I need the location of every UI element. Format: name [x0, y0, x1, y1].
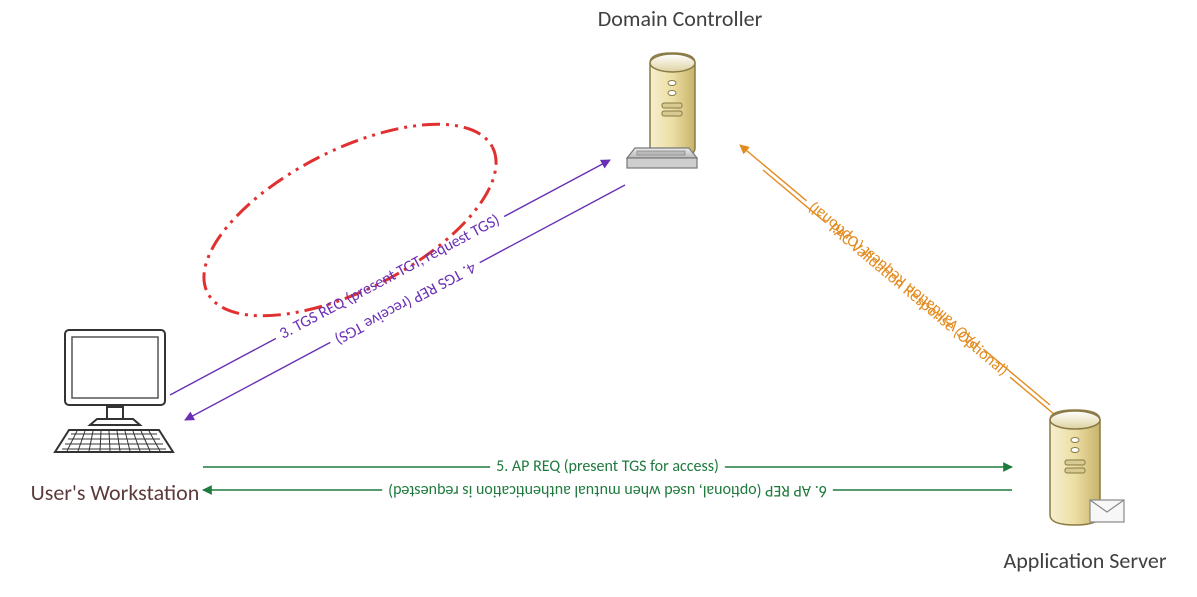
workstation-label: User's Workstation — [31, 479, 200, 506]
domain-controller-icon — [627, 53, 697, 168]
edge-label-pac_rep: PAC Validation Response (Optional) — [825, 219, 1012, 380]
edge-tgs_rep: 4. TGS REP (receive TGS) — [181, 177, 630, 429]
edge-ap_rep: 6. AP REP (optional, used when mutual au… — [203, 481, 1012, 500]
edge-label-ap_req: 5. AP REQ (present TGS for access) — [496, 457, 719, 476]
domain-controller-label: Domain Controller — [598, 5, 763, 32]
workstation-icon — [55, 330, 173, 452]
kerberos-diagram: 3. TGS REQ (present TGT, request TGS)4. … — [0, 0, 1197, 597]
edge-tgs_req: 3. TGS REQ (present TGT, request TGS) — [165, 151, 614, 403]
application-server-icon — [1050, 410, 1124, 525]
edge-label-ap_rep: 6. AP REP (optional, used when mutual au… — [388, 481, 827, 500]
edge-ap_req: 5. AP REQ (present TGS for access) — [203, 457, 1012, 476]
kerberoasting-highlight — [176, 85, 525, 355]
application-server-label: Application Server — [1003, 547, 1166, 574]
edges-group: 3. TGS REQ (present TGT, request TGS)4. … — [165, 138, 1079, 500]
edge-pac_rep: PAC Validation Response (Optional) — [757, 162, 1079, 437]
